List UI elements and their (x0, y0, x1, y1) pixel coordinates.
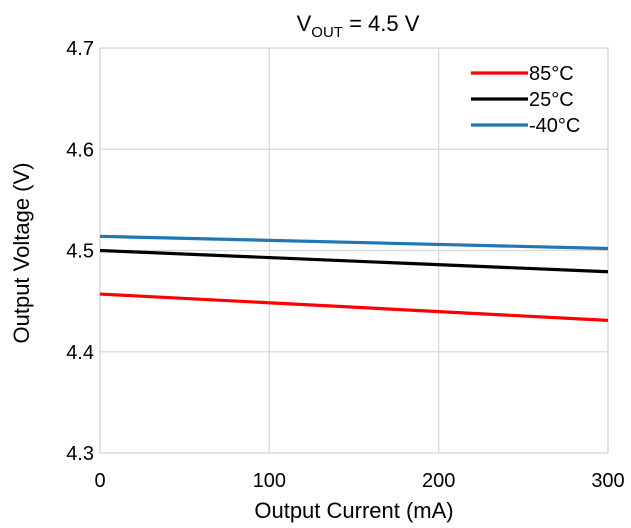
x-axis-label: Output Current (mA) (254, 498, 453, 523)
x-tick-label: 100 (253, 470, 286, 492)
x-tick-label: 200 (422, 470, 455, 492)
chart-title-subscript: OUT (311, 24, 343, 41)
legend-label: -40°C (529, 115, 580, 137)
series-line-3 (99, 234, 609, 251)
series-line-2 (99, 248, 609, 274)
legend-label: 25°C (529, 89, 574, 111)
y-axis-label: Output Voltage (V) (9, 163, 34, 344)
x-tick-label: 0 (94, 470, 105, 492)
y-axis-ticks: 4.3 4.4 4.5 4.6 4.7 (66, 38, 94, 465)
y-tick-label: 4.3 (66, 443, 94, 465)
y-tick-label: 4.5 (66, 241, 94, 263)
chart-title: VOUT = 4.5 V (297, 11, 420, 41)
y-tick-label: 4.4 (66, 342, 94, 364)
chart-title-rest: = 4.5 V (343, 11, 420, 36)
series-layer (99, 234, 609, 322)
legend-label: 85°C (529, 63, 574, 85)
x-axis-ticks: 0 100 200 300 (94, 470, 624, 492)
legend: 85°C 25°C -40°C (471, 63, 580, 137)
series-line-1 (99, 292, 609, 322)
x-tick-label: 300 (591, 470, 624, 492)
chart-title-main: V (297, 11, 312, 36)
y-tick-label: 4.7 (66, 38, 94, 60)
y-tick-label: 4.6 (66, 139, 94, 161)
